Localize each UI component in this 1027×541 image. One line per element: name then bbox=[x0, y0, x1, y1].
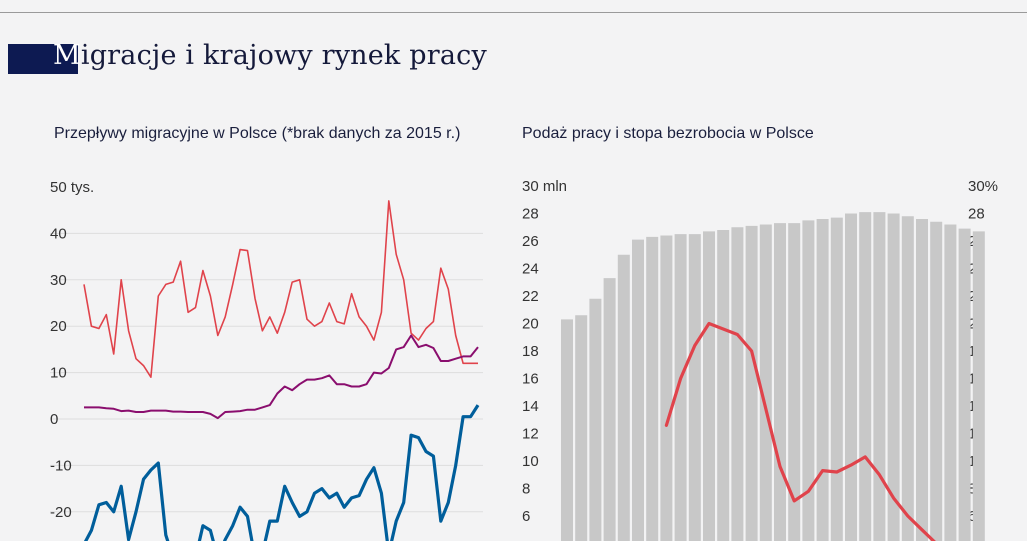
y-tick-label: 20 bbox=[50, 318, 67, 335]
labour-supply-bar bbox=[901, 216, 914, 541]
right-y-tick-label: 8 bbox=[968, 481, 976, 498]
labour-supply-bar bbox=[617, 254, 630, 541]
labour-supply-bar bbox=[916, 219, 928, 541]
series-line-2 bbox=[83, 404, 480, 541]
labour-supply-bar bbox=[788, 223, 801, 541]
y-tick-label: -20 bbox=[50, 504, 72, 521]
labour-supply-bar bbox=[731, 227, 744, 541]
labour-supply-bar bbox=[802, 220, 815, 541]
left-y-tick-label: 8 bbox=[522, 481, 530, 498]
title-accent-bar bbox=[8, 44, 78, 74]
migration-chart-title: Przepływy migracyjne w Polsce (*brak dan… bbox=[54, 125, 461, 142]
y-tick-label: 40 bbox=[50, 225, 67, 242]
labour-supply-bar bbox=[873, 212, 886, 541]
labour-supply-bar bbox=[674, 234, 687, 541]
left-y-tick-label: 26 bbox=[522, 233, 539, 250]
y-tick-label: 10 bbox=[50, 365, 67, 382]
labour-supply-bar bbox=[759, 224, 772, 541]
labour-supply-bar bbox=[958, 228, 971, 541]
labour-supply-bar bbox=[930, 221, 943, 541]
y-tick-label: 0 bbox=[50, 411, 58, 428]
left-y-tick-label: 18 bbox=[522, 343, 539, 360]
page-title-rest: igracje i krajowy rynek pracy bbox=[80, 40, 487, 71]
labour-supply-bar bbox=[845, 213, 857, 541]
labour-supply-bar bbox=[589, 298, 602, 541]
labour-supply-bar bbox=[688, 234, 701, 541]
labour-supply-bar bbox=[646, 236, 659, 541]
labour-supply-bar bbox=[575, 315, 588, 541]
y-tick-label: 50 tys. bbox=[50, 179, 94, 196]
labour-supply-bar bbox=[774, 223, 786, 541]
left-y-tick-label: 24 bbox=[522, 261, 539, 278]
left-y-tick-label: 10 bbox=[522, 453, 539, 470]
labour-supply-bar bbox=[603, 278, 616, 541]
left-y-tick-label: 6 bbox=[522, 508, 530, 525]
y-tick-label: 30 bbox=[50, 272, 67, 289]
left-y-tick-label: 30 mln bbox=[522, 178, 567, 195]
right-y-tick-label: 28 bbox=[968, 206, 985, 223]
labour-supply-bar bbox=[944, 224, 957, 541]
labour-supply-bar bbox=[972, 231, 985, 541]
labour-supply-bar bbox=[660, 235, 673, 541]
labour-supply-bar bbox=[632, 239, 644, 541]
labour-supply-bar bbox=[561, 319, 573, 541]
left-y-tick-label: 14 bbox=[522, 398, 539, 415]
page-title: Migracje i krajowy rynek pracy bbox=[53, 40, 487, 71]
labour-supply-bar bbox=[859, 212, 872, 541]
labour-supply-bar bbox=[745, 225, 758, 541]
page-title-first-letter: M bbox=[53, 40, 81, 71]
left-y-tick-label: 16 bbox=[522, 371, 539, 388]
top-divider bbox=[0, 12, 1027, 13]
series-line-1 bbox=[84, 334, 479, 420]
labour-supply-bar bbox=[703, 231, 715, 541]
left-y-tick-label: 22 bbox=[522, 288, 539, 305]
left-y-tick-label: 28 bbox=[522, 206, 539, 223]
labour-supply-bar bbox=[830, 217, 843, 541]
series-line-0 bbox=[83, 200, 478, 379]
labour-supply-bar bbox=[816, 219, 829, 541]
left-y-tick-label: 20 bbox=[522, 316, 539, 333]
right-y-tick-label: 6 bbox=[968, 508, 976, 525]
unemployment-line bbox=[664, 321, 936, 541]
y-tick-label: -10 bbox=[50, 457, 72, 474]
right-y-tick-label: 30% bbox=[968, 178, 998, 195]
labour-supply-bar bbox=[887, 213, 900, 541]
labour-supply-bar bbox=[717, 230, 730, 541]
left-y-tick-label: 12 bbox=[522, 426, 539, 443]
labour-chart-title: Podaż pracy i stopa bezrobocia w Polsce bbox=[522, 125, 814, 142]
